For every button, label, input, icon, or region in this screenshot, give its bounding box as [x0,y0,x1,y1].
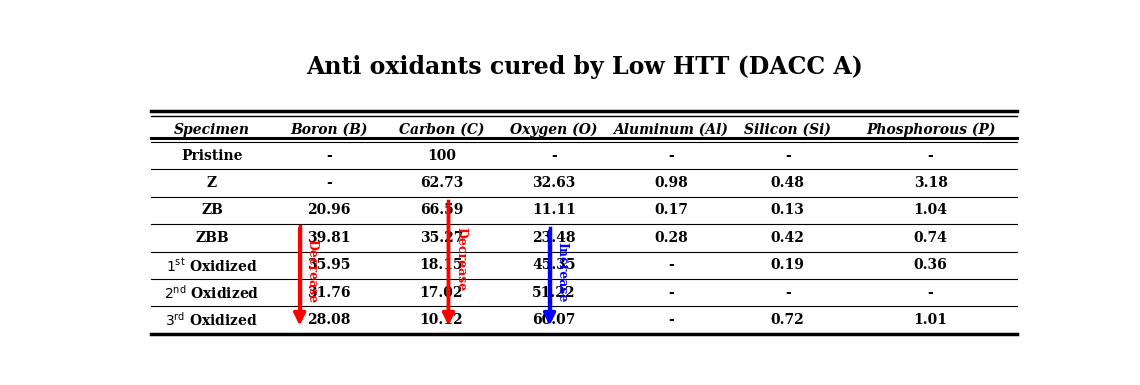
Text: 0.17: 0.17 [654,203,687,218]
Text: ZB: ZB [201,203,223,218]
Text: Decrease: Decrease [306,239,319,303]
Text: Anti oxidants cured by Low HTT (DACC A): Anti oxidants cured by Low HTT (DACC A) [306,55,863,79]
Text: Increase: Increase [555,242,569,303]
Text: 51.22: 51.22 [532,286,576,300]
Text: 0.98: 0.98 [654,176,687,190]
Text: -: - [928,149,934,162]
Text: Carbon (C): Carbon (C) [399,123,484,137]
Text: $1^{\mathrm{st}}$ Oxidized: $1^{\mathrm{st}}$ Oxidized [166,256,258,274]
Text: 32.63: 32.63 [532,176,576,190]
Text: Boron (B): Boron (B) [290,123,367,137]
Text: -: - [668,286,674,300]
Text: -: - [668,258,674,272]
Text: -: - [326,149,332,162]
Text: 1.04: 1.04 [913,203,947,218]
Text: 35.27: 35.27 [420,231,463,245]
Text: 17.02: 17.02 [420,286,463,300]
Text: 0.74: 0.74 [913,231,947,245]
Text: 0.36: 0.36 [913,258,947,272]
Text: $3^{\mathrm{rd}}$ Oxidized: $3^{\mathrm{rd}}$ Oxidized [165,311,259,329]
Text: Oxygen (O): Oxygen (O) [511,122,597,137]
Text: -: - [668,149,674,162]
Text: 100: 100 [426,149,456,162]
Text: 62.73: 62.73 [420,176,463,190]
Text: 1.01: 1.01 [913,313,947,327]
Text: 0.72: 0.72 [771,313,805,327]
Text: 0.42: 0.42 [771,231,805,245]
Text: 66.59: 66.59 [420,203,463,218]
Text: Pristine: Pristine [181,149,243,162]
Text: $2^{\mathrm{nd}}$ Oxidized: $2^{\mathrm{nd}}$ Oxidized [164,284,260,301]
Text: 0.48: 0.48 [771,176,805,190]
Text: Z: Z [206,176,217,190]
Text: -: - [784,149,791,162]
Text: 0.19: 0.19 [771,258,805,272]
Text: 11.11: 11.11 [532,203,576,218]
Text: 0.28: 0.28 [654,231,687,245]
Text: Decrease: Decrease [455,226,467,291]
Text: Specimen: Specimen [174,123,250,137]
Text: 10.12: 10.12 [420,313,463,327]
Text: Silicon (Si): Silicon (Si) [744,123,831,137]
Text: 45.35: 45.35 [532,258,576,272]
Text: 39.81: 39.81 [307,231,351,245]
Text: 28.08: 28.08 [307,313,350,327]
Text: 23.48: 23.48 [532,231,576,245]
Text: 60.07: 60.07 [532,313,576,327]
Text: 31.76: 31.76 [307,286,351,300]
Text: -: - [326,176,332,190]
Text: -: - [928,286,934,300]
Text: 3.18: 3.18 [913,176,947,190]
Text: -: - [668,313,674,327]
Text: 35.95: 35.95 [307,258,350,272]
Text: Phosphorous (P): Phosphorous (P) [866,122,995,137]
Text: -: - [551,149,556,162]
Text: 0.13: 0.13 [771,203,805,218]
Text: ZBB: ZBB [195,231,229,245]
Text: -: - [784,286,791,300]
Text: 20.96: 20.96 [307,203,350,218]
Text: Aluminum (Al): Aluminum (Al) [613,123,728,137]
Text: 18.15: 18.15 [420,258,463,272]
